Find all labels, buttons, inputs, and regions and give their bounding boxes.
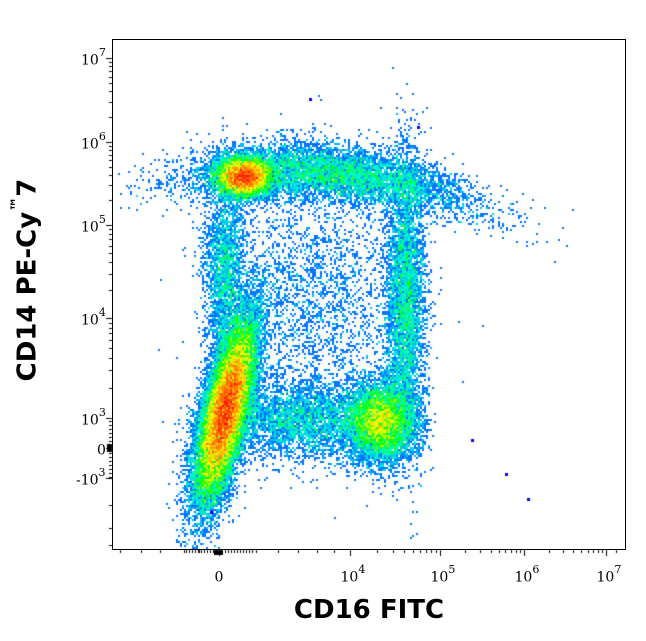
- x-tick-label: 0: [214, 569, 224, 586]
- x-tick-label: 105: [430, 563, 456, 586]
- plot-frame: [112, 39, 626, 550]
- x-axis-label: CD16 FITC: [293, 595, 445, 625]
- y-tick-label: -103: [76, 466, 106, 489]
- y-axis-label: CD14 PE-Cy™7: [7, 178, 43, 382]
- y-tick-label: 105: [81, 213, 106, 236]
- y-tick-label: 104: [81, 306, 106, 329]
- density-plot-area: [112, 39, 626, 550]
- x-tick-label: 107: [596, 563, 622, 586]
- y-tick-label: 106: [81, 130, 106, 153]
- x-tick-label: 104: [340, 563, 366, 586]
- y-tick-label: 107: [81, 46, 106, 69]
- y-tick-label: 0: [97, 442, 106, 459]
- y-tick-label: 103: [81, 406, 106, 429]
- x-tick-label: 106: [514, 563, 540, 586]
